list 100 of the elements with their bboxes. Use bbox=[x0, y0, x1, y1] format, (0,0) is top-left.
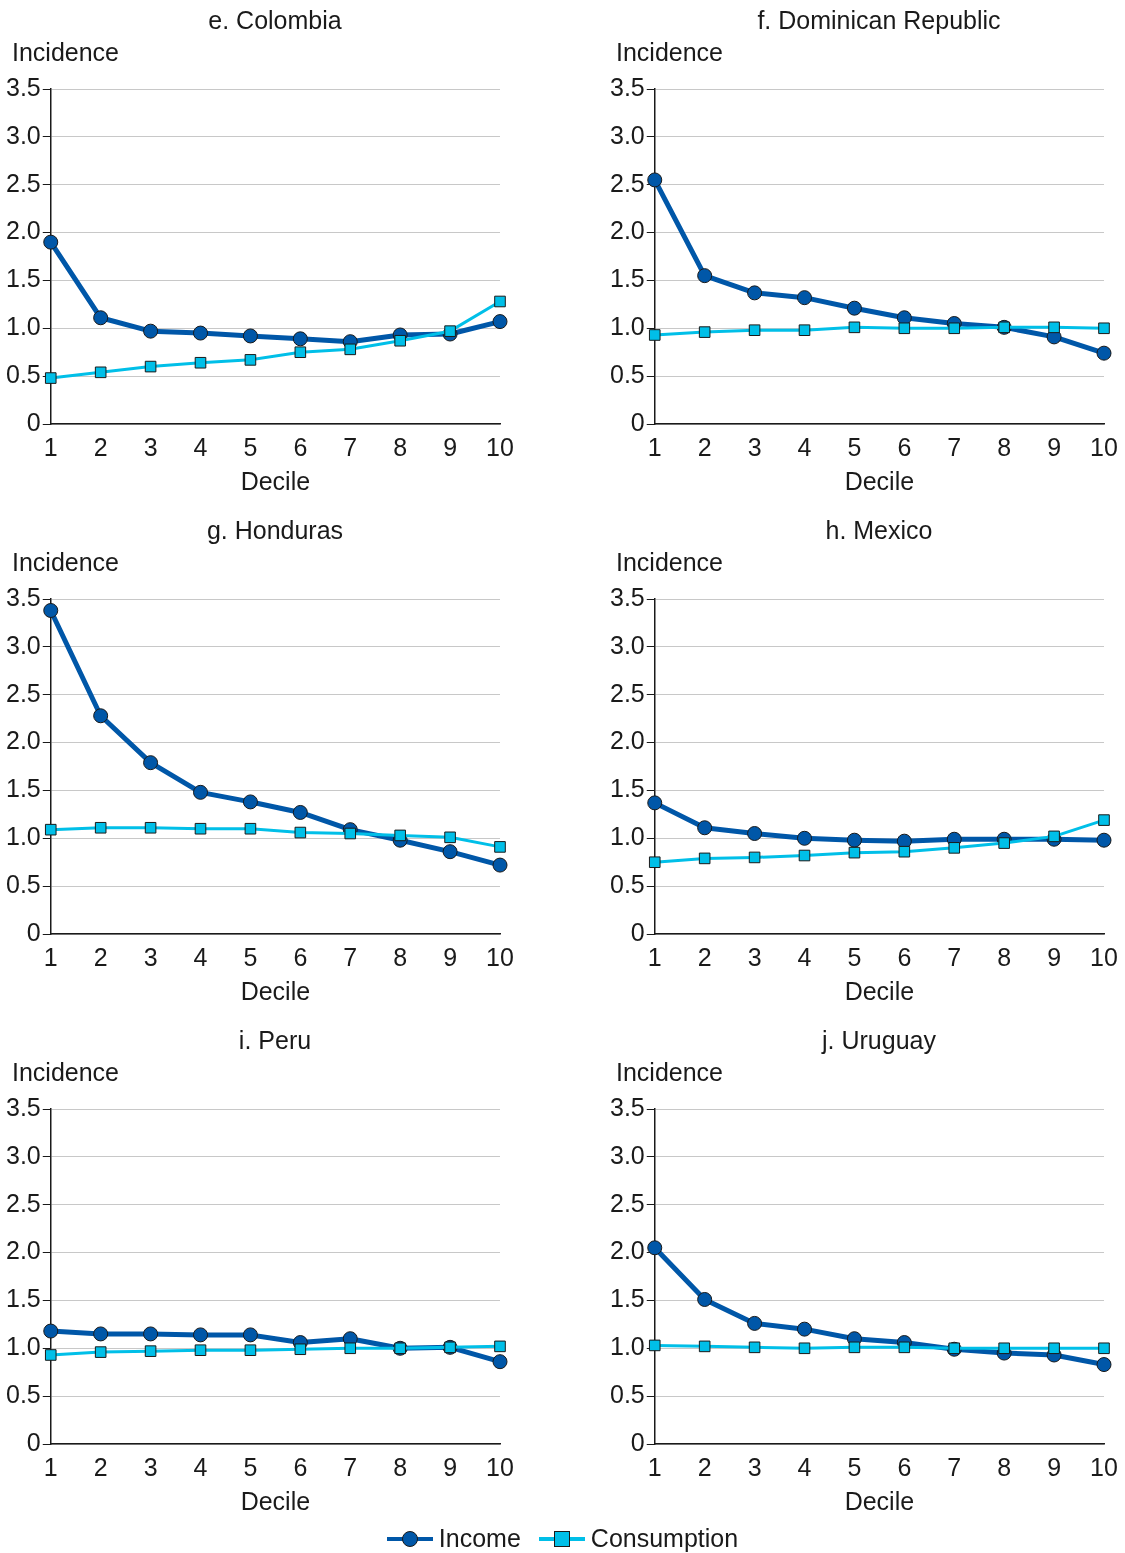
x-tick-label: 5 bbox=[243, 1452, 258, 1481]
x-tick-label: 1 bbox=[647, 942, 662, 971]
x-tick-label: 5 bbox=[847, 432, 862, 461]
chart-title: h. Mexico bbox=[824, 516, 934, 545]
x-tick-label: 9 bbox=[1047, 1452, 1062, 1481]
x-tick-label: 7 bbox=[947, 1452, 962, 1481]
x-tick-label: 10 bbox=[486, 1452, 514, 1481]
x-tick-label: 2 bbox=[697, 942, 712, 971]
chart-title: i. Peru bbox=[237, 1026, 313, 1055]
x-tick-label: 6 bbox=[897, 1452, 912, 1481]
y-tick-label: 2.0 bbox=[609, 216, 645, 245]
x-tick-label: 3 bbox=[143, 942, 158, 971]
y-tick-label: 2.5 bbox=[609, 1188, 645, 1217]
y-tick-label: 0.5 bbox=[609, 870, 645, 899]
x-tick-label: 8 bbox=[393, 942, 408, 971]
y-tick-label: 3.0 bbox=[609, 1140, 645, 1169]
x-tick-label: 6 bbox=[293, 942, 308, 971]
x-tick-label: 5 bbox=[243, 432, 258, 461]
x-tick-label: 8 bbox=[393, 432, 408, 461]
chart-title: g. Honduras bbox=[205, 516, 345, 545]
y-tick-label: 3.5 bbox=[609, 72, 645, 101]
x-tick-label: 6 bbox=[897, 432, 912, 461]
y-tick-label: 3.5 bbox=[609, 1092, 645, 1121]
y-tick-label: 2.0 bbox=[5, 726, 41, 755]
y-tick-label: 2.5 bbox=[609, 678, 645, 707]
y-tick-label: 0.5 bbox=[5, 870, 41, 899]
y-axis-title: Incidence bbox=[12, 38, 120, 67]
x-tick-label: 8 bbox=[997, 942, 1012, 971]
y-tick-label: 0.5 bbox=[5, 1380, 41, 1409]
x-tick-label: 8 bbox=[997, 1452, 1012, 1481]
y-tick-label: 1.0 bbox=[5, 312, 41, 341]
x-axis-title: Decile bbox=[844, 466, 915, 495]
y-tick-label: 0.5 bbox=[5, 360, 41, 389]
y-axis-title: Incidence bbox=[616, 548, 724, 577]
y-tick-label: 3.5 bbox=[5, 582, 41, 611]
y-tick-label: 3.5 bbox=[5, 1092, 41, 1121]
y-tick-label: 1.0 bbox=[609, 312, 645, 341]
legend-label: Consumption bbox=[590, 1524, 739, 1553]
y-tick-label: 2.0 bbox=[609, 726, 645, 755]
y-tick-label: 2.5 bbox=[5, 678, 41, 707]
x-tick-label: 4 bbox=[193, 1452, 208, 1481]
y-tick-label: 0.5 bbox=[609, 360, 645, 389]
y-tick-label: 3.0 bbox=[609, 120, 645, 149]
chart-title: e. Colombia bbox=[207, 6, 343, 35]
x-tick-label: 8 bbox=[393, 1452, 408, 1481]
y-tick-label: 1.5 bbox=[5, 1284, 41, 1313]
x-tick-label: 7 bbox=[343, 942, 358, 971]
x-tick-label: 9 bbox=[443, 942, 458, 971]
y-tick-label: 1.0 bbox=[609, 1332, 645, 1361]
y-tick-label: 0 bbox=[26, 1427, 41, 1456]
y-tick-label: 0 bbox=[26, 407, 41, 436]
x-tick-label: 7 bbox=[947, 432, 962, 461]
y-axis-title: Incidence bbox=[12, 1058, 120, 1087]
x-tick-label: 1 bbox=[647, 1452, 662, 1481]
x-tick-label: 3 bbox=[747, 942, 762, 971]
y-tick-label: 2.5 bbox=[5, 1188, 41, 1217]
x-tick-label: 5 bbox=[847, 942, 862, 971]
x-tick-label: 2 bbox=[93, 942, 108, 971]
x-tick-label: 1 bbox=[43, 942, 58, 971]
x-tick-label: 6 bbox=[293, 1452, 308, 1481]
y-tick-label: 3.0 bbox=[5, 1140, 41, 1169]
x-tick-label: 9 bbox=[1047, 432, 1062, 461]
x-tick-label: 3 bbox=[747, 1452, 762, 1481]
y-tick-label: 1.0 bbox=[609, 822, 645, 851]
x-tick-label: 4 bbox=[193, 432, 208, 461]
x-tick-label: 2 bbox=[93, 432, 108, 461]
y-tick-label: 3.5 bbox=[609, 582, 645, 611]
chart-title: j. Uruguay bbox=[820, 1026, 937, 1055]
x-tick-label: 9 bbox=[443, 1452, 458, 1481]
x-tick-label: 5 bbox=[243, 942, 258, 971]
x-tick-label: 6 bbox=[293, 432, 308, 461]
y-tick-label: 0 bbox=[26, 917, 41, 946]
x-tick-label: 2 bbox=[697, 432, 712, 461]
x-tick-label: 2 bbox=[93, 1452, 108, 1481]
y-tick-label: 1.5 bbox=[609, 1284, 645, 1313]
y-axis-title: Incidence bbox=[616, 1058, 724, 1087]
y-axis-title: Incidence bbox=[616, 38, 724, 67]
x-axis-title: Decile bbox=[240, 1486, 311, 1515]
y-tick-label: 1.0 bbox=[5, 822, 41, 851]
x-tick-label: 6 bbox=[897, 942, 912, 971]
x-tick-label: 1 bbox=[43, 1452, 58, 1481]
x-tick-label: 10 bbox=[1090, 942, 1118, 971]
y-tick-label: 0 bbox=[630, 1427, 645, 1456]
x-tick-label: 4 bbox=[797, 1452, 812, 1481]
y-tick-label: 0 bbox=[630, 917, 645, 946]
y-axis-title: Incidence bbox=[12, 548, 120, 577]
y-tick-label: 0.5 bbox=[609, 1380, 645, 1409]
y-tick-label: 2.0 bbox=[5, 1236, 41, 1265]
x-tick-label: 1 bbox=[43, 432, 58, 461]
x-tick-label: 9 bbox=[443, 432, 458, 461]
x-tick-label: 10 bbox=[1090, 1452, 1118, 1481]
x-tick-label: 5 bbox=[847, 1452, 862, 1481]
chart-title: f. Dominican Republic bbox=[756, 6, 1002, 35]
x-tick-label: 9 bbox=[1047, 942, 1062, 971]
x-axis-title: Decile bbox=[240, 976, 311, 1005]
y-tick-label: 1.5 bbox=[609, 264, 645, 293]
y-tick-label: 0 bbox=[630, 407, 645, 436]
x-tick-label: 1 bbox=[647, 432, 662, 461]
y-tick-label: 3.0 bbox=[609, 630, 645, 659]
y-tick-label: 2.0 bbox=[5, 216, 41, 245]
